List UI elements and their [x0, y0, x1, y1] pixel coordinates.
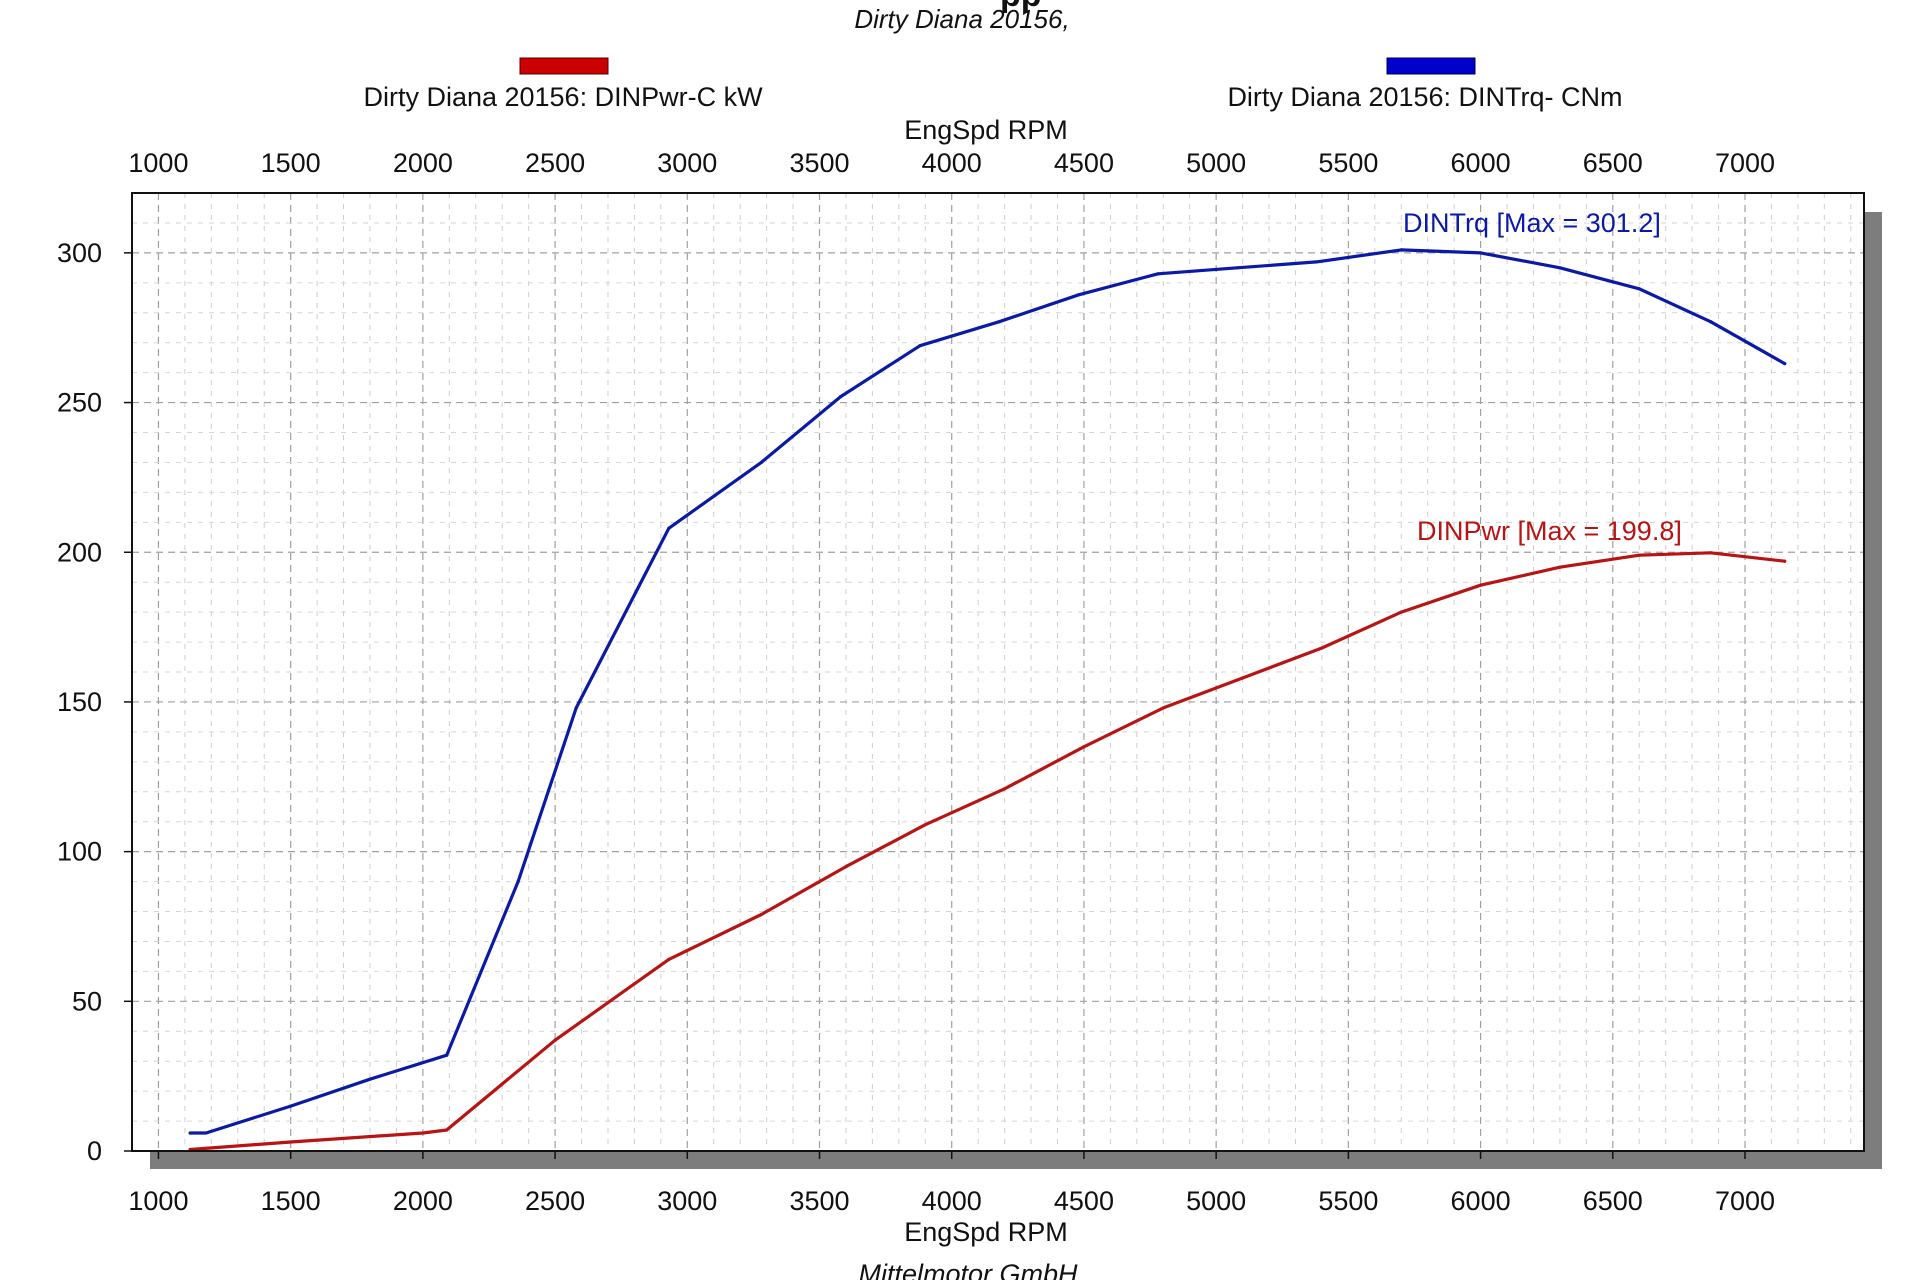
- x-tick-label-bottom: 6500: [1583, 1186, 1643, 1216]
- x-tick-label-bottom: 4500: [1054, 1186, 1114, 1216]
- data-point-power: [923, 823, 927, 827]
- plot-frame: [131, 192, 1865, 1152]
- y-tick-label: 300: [57, 238, 102, 268]
- data-point-torque: [1315, 260, 1319, 264]
- data-point-power: [1783, 559, 1787, 563]
- x-tick-label-top: 4000: [922, 148, 982, 178]
- torque-max-annotation: DINTrq [Max = 301.2]: [1403, 208, 1661, 238]
- x-tick-label-top: 5500: [1318, 148, 1378, 178]
- x-tick-label-top: 6500: [1583, 148, 1643, 178]
- data-point-power: [759, 912, 763, 917]
- x-tick-label-bottom: 3500: [789, 1186, 849, 1216]
- data-point-power: [1478, 583, 1483, 587]
- y-tick-label: 150: [57, 687, 102, 717]
- data-point-power: [1709, 551, 1713, 555]
- data-point-torque: [445, 1053, 449, 1057]
- data-point-torque: [667, 526, 671, 530]
- x-tick-label-bottom: 2500: [525, 1186, 585, 1216]
- data-point-torque: [759, 460, 763, 465]
- y-tick-label: 200: [57, 537, 102, 567]
- data-point-power: [1558, 565, 1562, 569]
- x-tick-label-bottom: 5000: [1186, 1186, 1246, 1216]
- data-point-torque: [1558, 266, 1562, 270]
- data-point-torque: [1783, 362, 1787, 366]
- x-ticks-bottom: 1000 1500 2000 2500 3000 3500 4000 4500 5000 5500…: [128, 1151, 1775, 1216]
- footer-credit: Mittelmotor GmbH: [858, 1259, 1078, 1280]
- data-point-torque: [204, 1131, 208, 1135]
- x-tick-label-bottom: 7000: [1715, 1186, 1775, 1216]
- data-point-power: [1399, 610, 1403, 614]
- x-ticks-top: 1000 1500 2000 2500 3000 3500 4000 4500 5000 5500…: [128, 148, 1775, 178]
- x-axis-label-bottom: EngSpd RPM: [904, 1217, 1068, 1247]
- grid-lines: [132, 193, 1864, 1151]
- data-point-power: [1240, 676, 1245, 680]
- series-line-power: [188, 551, 1787, 1152]
- x-tick-label-top: 4500: [1054, 148, 1114, 178]
- data-point-power: [667, 957, 671, 962]
- x-tick-label-bottom: 1000: [128, 1186, 188, 1216]
- x-tick-label-top: 3500: [789, 148, 849, 178]
- data-point-power: [1003, 787, 1007, 791]
- x-tick-label-bottom: 1500: [261, 1186, 321, 1216]
- x-tick-label-bottom: 3000: [657, 1186, 717, 1216]
- legend-swatch-power: [519, 57, 609, 75]
- data-point-torque: [1637, 287, 1641, 291]
- y-tick-label: 0: [87, 1136, 102, 1166]
- data-point-torque: [918, 344, 922, 348]
- data-point-power: [1082, 745, 1086, 749]
- x-tick-label-top: 3000: [657, 148, 717, 178]
- data-point-power: [421, 1131, 425, 1135]
- y-tick-label: 250: [57, 388, 102, 418]
- data-point-torque: [1399, 248, 1403, 252]
- legend-label-power: Dirty Diana 20156: DINPwr-C kW: [363, 82, 763, 112]
- data-point-power: [553, 1038, 557, 1042]
- data-point-torque: [574, 706, 578, 710]
- x-tick-label-bottom: 2000: [393, 1186, 453, 1216]
- chart-title-fragment: pp: [1000, 0, 1042, 14]
- data-point-torque: [188, 1131, 192, 1135]
- data-point-torque: [516, 879, 520, 884]
- data-point-torque: [368, 1077, 372, 1081]
- x-tick-label-bottom: 6000: [1451, 1186, 1511, 1216]
- data-point-power: [844, 864, 848, 869]
- x-tick-label-top: 2500: [525, 148, 585, 178]
- data-point-power: [1637, 553, 1641, 557]
- legend-label-torque: Dirty Diana 20156: DINTrq- CNm: [1227, 82, 1622, 112]
- data-point-torque: [1478, 251, 1483, 255]
- power-max-annotation: DINPwr [Max = 199.8]: [1417, 516, 1682, 546]
- data-point-torque: [839, 394, 843, 399]
- data-point-torque: [1709, 320, 1713, 324]
- data-point-power: [289, 1140, 293, 1144]
- data-point-torque: [289, 1104, 293, 1108]
- x-tick-label-top: 6000: [1451, 148, 1511, 178]
- x-axis-label-top: EngSpd RPM: [904, 115, 1068, 145]
- y-tick-label: 50: [72, 986, 102, 1016]
- legend-swatch-torque: [1386, 57, 1476, 75]
- data-point-torque: [997, 320, 1001, 324]
- x-tick-label-bottom: 5500: [1318, 1186, 1378, 1216]
- y-tick-label: 100: [57, 837, 102, 867]
- data-point-torque: [1235, 266, 1239, 270]
- x-tick-label-top: 1500: [261, 148, 321, 178]
- data-point-torque: [1077, 293, 1081, 297]
- plot-area: [132, 193, 1864, 1151]
- data-point-power: [1320, 646, 1324, 650]
- x-tick-label-top: 1000: [128, 148, 188, 178]
- x-tick-label-top: 7000: [1715, 148, 1775, 178]
- y-ticks-left: 0 50 100 150 200 250 300: [57, 238, 132, 1166]
- x-tick-label-top: 2000: [393, 148, 453, 178]
- x-tick-label-bottom: 4000: [922, 1186, 982, 1216]
- series-line-torque: [188, 248, 1787, 1135]
- series-lines: [188, 248, 1787, 1152]
- chart-subtitle: Dirty Diana 20156,: [854, 4, 1069, 34]
- data-point-torque: [1156, 272, 1160, 276]
- data-point-power: [1161, 706, 1165, 710]
- x-tick-label-top: 5000: [1186, 148, 1246, 178]
- data-point-power: [445, 1128, 449, 1132]
